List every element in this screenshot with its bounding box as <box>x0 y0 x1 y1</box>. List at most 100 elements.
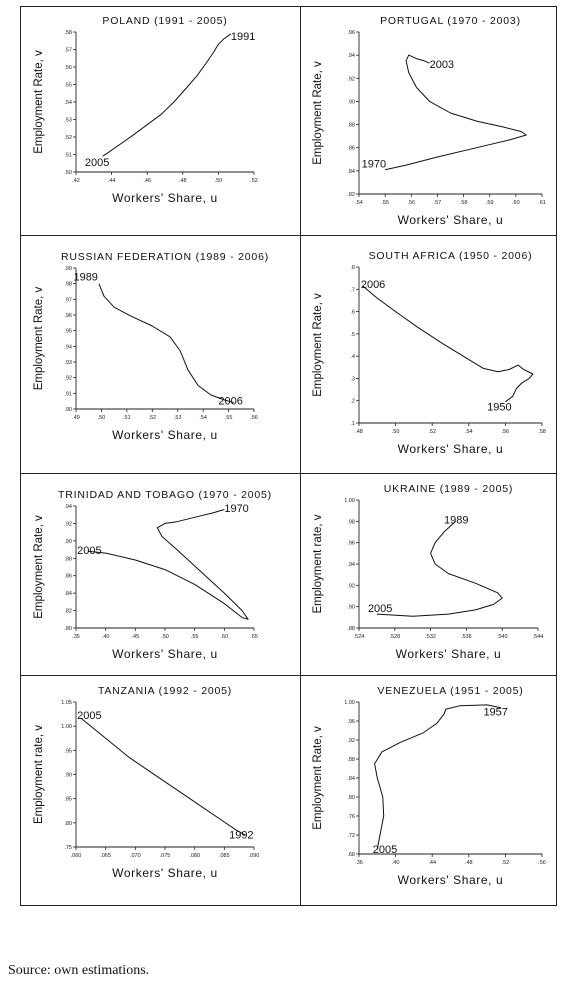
x-tick-label: .48 <box>179 178 187 184</box>
y-tick-label: .86 <box>347 146 355 152</box>
x-tick-label: .53 <box>174 415 182 421</box>
y-axis-label: Employment rate, v <box>33 725 45 824</box>
y-axis-label: Employment Rate, v <box>33 286 45 390</box>
y-tick-label: .91 <box>64 391 72 397</box>
x-tick-label: .48 <box>465 860 473 866</box>
y-tick-label: .51 <box>64 153 72 159</box>
y-tick-label: .80 <box>64 626 72 632</box>
y-tick-label: .94 <box>347 562 355 568</box>
year-annotation: 1992 <box>229 829 253 841</box>
y-tick-label: .6 <box>350 310 355 316</box>
y-tick-label: .96 <box>347 541 355 547</box>
chart-title: TRINIDAD AND TOBAGO (1970 - 2005) <box>58 489 272 501</box>
year-annotation: 1989 <box>444 514 468 526</box>
y-tick-label: .88 <box>347 757 355 763</box>
series-line <box>80 717 246 836</box>
y-tick-label: .98 <box>64 282 72 288</box>
y-axis-label: Employment Rate, v <box>312 726 324 830</box>
y-tick-label: .92 <box>64 521 72 527</box>
y-tick-label: .80 <box>347 795 355 801</box>
y-axis-label: Employment Rate, v <box>312 61 324 165</box>
x-axis-label: Workers' Share, u <box>112 428 218 442</box>
x-tick-label: .56 <box>250 415 258 421</box>
x-tick-label: .57 <box>434 200 442 206</box>
x-tick-label: .080 <box>189 853 200 859</box>
grid-divider-2 <box>21 473 556 474</box>
year-annotation: 2005 <box>368 603 392 615</box>
y-tick-label: .58 <box>64 30 72 36</box>
x-tick-label: .532 <box>425 634 436 640</box>
y-tick-label: .90 <box>347 99 355 105</box>
chart-title: VENEZUELA (1951 - 2005) <box>377 685 523 697</box>
x-tick-label: .52 <box>502 860 510 866</box>
year-annotation: 2006 <box>361 279 385 291</box>
y-tick-label: 1.00 <box>344 498 355 504</box>
figure-grid <box>20 6 557 906</box>
x-tick-label: .090 <box>249 853 260 859</box>
x-tick-label: .49 <box>72 415 80 421</box>
series-line <box>374 704 501 850</box>
y-tick-label: .88 <box>347 626 355 632</box>
x-tick-label: .45 <box>132 634 140 640</box>
y-tick-label: .93 <box>64 360 72 366</box>
y-tick-label: .82 <box>64 609 72 615</box>
x-tick-label: .58 <box>460 200 468 206</box>
year-annotation: 2005 <box>77 710 101 722</box>
x-tick-label: .58 <box>538 429 546 435</box>
series-line <box>362 285 534 403</box>
y-tick-label: .56 <box>64 65 72 71</box>
x-tick-label: .536 <box>461 634 472 640</box>
year-annotation: 2005 <box>77 545 101 557</box>
x-tick-label: .54 <box>355 200 363 206</box>
x-tick-label: .65 <box>250 634 258 640</box>
year-annotation: 1991 <box>231 31 255 43</box>
y-tick-label: .85 <box>64 797 72 803</box>
y-tick-label: .94 <box>347 53 355 59</box>
y-tick-label: .99 <box>64 266 72 272</box>
y-tick-label: .94 <box>64 504 72 510</box>
x-tick-label: .52 <box>428 429 436 435</box>
x-tick-label: .54 <box>465 429 473 435</box>
y-tick-label: .96 <box>347 30 355 36</box>
x-tick-label: .40 <box>392 860 400 866</box>
x-tick-label: .35 <box>72 634 80 640</box>
y-tick-label: .94 <box>64 344 72 350</box>
y-tick-label: .68 <box>347 852 355 858</box>
year-annotation: 1989 <box>73 272 97 284</box>
x-tick-label: .50 <box>392 429 400 435</box>
y-tick-label: .1 <box>350 421 355 427</box>
y-tick-label: .92 <box>347 76 355 82</box>
y-tick-label: .90 <box>64 407 72 413</box>
y-tick-label: .80 <box>64 821 72 827</box>
y-axis-label: Employment Rate, v <box>33 515 45 619</box>
y-tick-label: .84 <box>347 169 355 175</box>
y-tick-label: .54 <box>64 100 72 106</box>
x-tick-label: .60 <box>512 200 520 206</box>
x-tick-label: .55 <box>381 200 389 206</box>
year-annotation: 2005 <box>373 844 397 856</box>
x-tick-label: .528 <box>389 634 400 640</box>
x-tick-label: .46 <box>143 178 151 184</box>
x-tick-label: .54 <box>199 415 207 421</box>
x-axis-label: Workers' Share, u <box>396 647 502 661</box>
y-tick-label: .50 <box>64 170 72 176</box>
y-tick-label: .84 <box>347 776 355 782</box>
x-tick-label: .44 <box>428 860 436 866</box>
y-axis-label: Employment rate, v <box>312 514 324 613</box>
chart-title: POLAND (1991 - 2005) <box>102 15 227 27</box>
x-tick-label: .52 <box>148 415 156 421</box>
y-axis-label: Employment Rate, v <box>33 50 45 154</box>
grid-divider-3 <box>21 675 556 676</box>
x-tick-label: .55 <box>225 415 233 421</box>
chart-title: SOUTH AFRICA (1950 - 2006) <box>369 250 533 262</box>
x-tick-label: .50 <box>215 178 223 184</box>
y-tick-label: .3 <box>350 376 355 382</box>
series-line <box>98 283 234 404</box>
y-tick-label: .75 <box>64 845 72 851</box>
y-tick-label: .95 <box>64 329 72 335</box>
